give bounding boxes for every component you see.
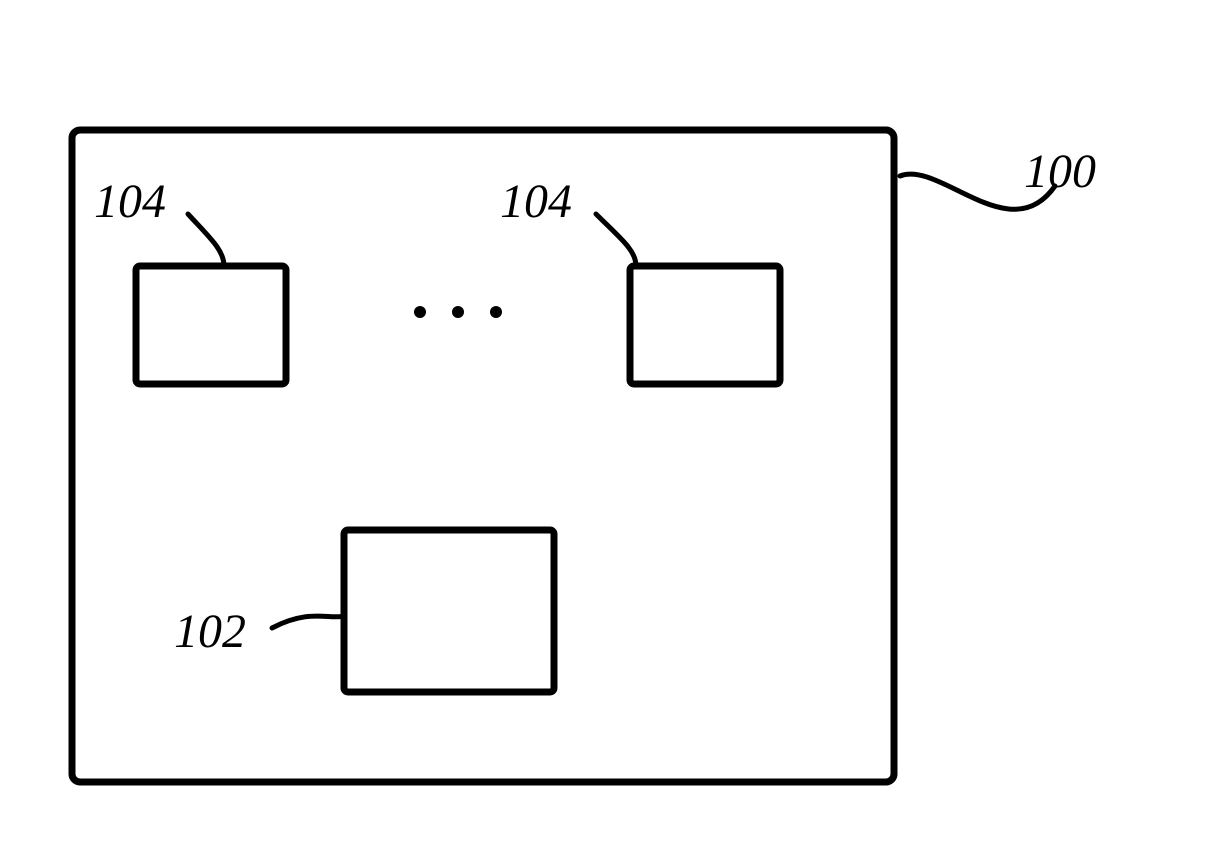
label-100: 100	[1024, 145, 1096, 198]
leader-to-102	[272, 616, 344, 628]
block-top-left	[136, 266, 286, 384]
ellipsis-dot-3	[490, 306, 502, 318]
label-104-left: 104	[94, 175, 166, 228]
leader-to-104-left	[188, 214, 224, 266]
ellipsis-dot-1	[414, 306, 426, 318]
ellipsis-dot-2	[452, 306, 464, 318]
block-bottom	[344, 530, 554, 692]
label-102: 102	[174, 605, 246, 658]
label-104-right: 104	[500, 175, 572, 228]
outer-container-box	[72, 130, 894, 782]
leader-to-104-right	[596, 214, 636, 266]
block-top-right	[630, 266, 780, 384]
